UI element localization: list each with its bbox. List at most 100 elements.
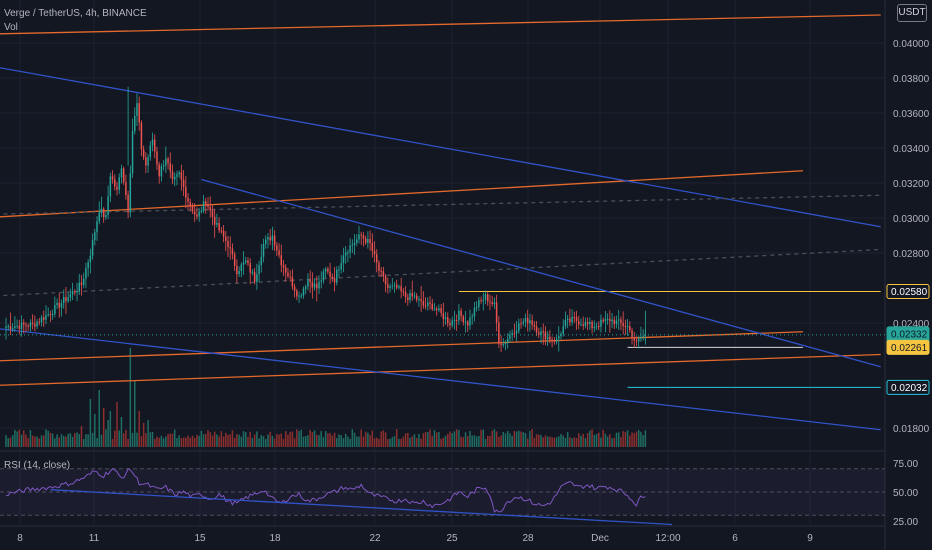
volume-bar [134, 381, 136, 447]
candle-body [327, 268, 329, 272]
volume-bar [544, 435, 547, 447]
volume-bar [631, 432, 633, 447]
candle-body [369, 238, 371, 243]
volume-bar [105, 429, 107, 447]
candle-body [80, 282, 83, 285]
volume-bar [178, 435, 180, 447]
volume-bar [293, 438, 296, 447]
candle-body [555, 338, 558, 342]
volume-bar [387, 438, 389, 447]
candle-body [138, 103, 140, 123]
volume-bar [584, 438, 587, 447]
volume-bar [344, 433, 347, 447]
volume-bar [493, 429, 496, 447]
volume-bar [91, 432, 94, 447]
volume-bar [378, 438, 380, 447]
candle-body [624, 326, 627, 328]
volume-bar [209, 432, 211, 447]
price-label-text: 0.02032 [891, 383, 928, 394]
candle-body [569, 318, 571, 323]
volume-bar [54, 438, 56, 447]
candle-body [642, 335, 644, 337]
volume-bar [129, 348, 132, 447]
candle-body [16, 325, 18, 327]
volume-bar [253, 434, 256, 447]
volume-bar [20, 434, 23, 447]
volume-bar [238, 434, 240, 447]
volume-bar [222, 436, 225, 447]
time-tick-label: 6 [732, 533, 738, 544]
volume-bar [247, 436, 249, 447]
candle-body [136, 103, 138, 116]
candle-body [566, 318, 569, 320]
time-tick-label: 11 [89, 533, 100, 544]
volume-bar [227, 434, 229, 447]
price-label-badge [886, 379, 930, 395]
trend-line [0, 67, 881, 228]
chart-title: Verge / TetherUS, 4h, BINANCE [4, 8, 147, 19]
volume-bar [220, 431, 223, 447]
volume-bar [233, 437, 236, 447]
candle-body [85, 268, 87, 279]
volume-bar [469, 431, 471, 447]
candle-body [58, 302, 61, 308]
candle-body [118, 177, 120, 190]
candle-body [498, 322, 500, 344]
time-tick-label: 12:00 [655, 533, 680, 544]
volume-bar [29, 430, 32, 447]
volume-bar [358, 436, 360, 447]
volume-bar [438, 431, 440, 447]
volume-bar [18, 429, 21, 447]
volume-bar [251, 437, 254, 447]
volume-bar [231, 430, 234, 447]
candle-body [42, 317, 45, 320]
volume-bar [384, 432, 387, 447]
candle-body [358, 234, 360, 240]
candle-body [580, 324, 582, 326]
volume-legend: Vol [4, 22, 18, 33]
volume-bar [62, 435, 65, 447]
rsi-trend-line [50, 489, 673, 526]
candle-body [611, 319, 613, 322]
volume-bar [562, 435, 564, 447]
currency-badge[interactable]: USDT [897, 4, 927, 22]
candle-body [349, 245, 351, 253]
volume-bar [102, 408, 105, 447]
candle-body [160, 166, 163, 177]
candle-body [504, 342, 507, 345]
volume-bar [162, 438, 165, 447]
candle-body [600, 319, 602, 327]
candle-body [538, 332, 540, 335]
volume-bar [471, 435, 473, 447]
volume-bar [511, 436, 513, 447]
time-tick-label: 15 [194, 533, 206, 544]
volume-bar [502, 431, 505, 447]
candle-body [125, 182, 127, 196]
volume-bar [464, 432, 467, 447]
rsi-line [5, 468, 646, 513]
price-label-badge [886, 284, 930, 299]
volume-bar [617, 432, 620, 447]
candle-body [340, 262, 342, 270]
volume-bar [269, 431, 271, 447]
volume-bar [329, 433, 331, 447]
volume-bar [36, 436, 38, 447]
volume-series [5, 348, 647, 447]
price-series [5, 86, 647, 353]
volume-bar [333, 432, 336, 447]
price-tick-label: 0.01800 [893, 424, 930, 435]
volume-bar [586, 432, 589, 447]
candle-body [247, 260, 249, 264]
candle-body [398, 286, 400, 288]
candle-body [364, 238, 367, 243]
volume-bar [51, 433, 54, 447]
candle-body [544, 331, 547, 340]
volume-bar [347, 436, 349, 447]
candle-body [486, 294, 489, 302]
candle-body [236, 265, 238, 275]
volume-bar [98, 390, 100, 447]
volume-bar [196, 434, 198, 447]
candle-body [413, 295, 416, 297]
volume-bar [27, 438, 29, 447]
